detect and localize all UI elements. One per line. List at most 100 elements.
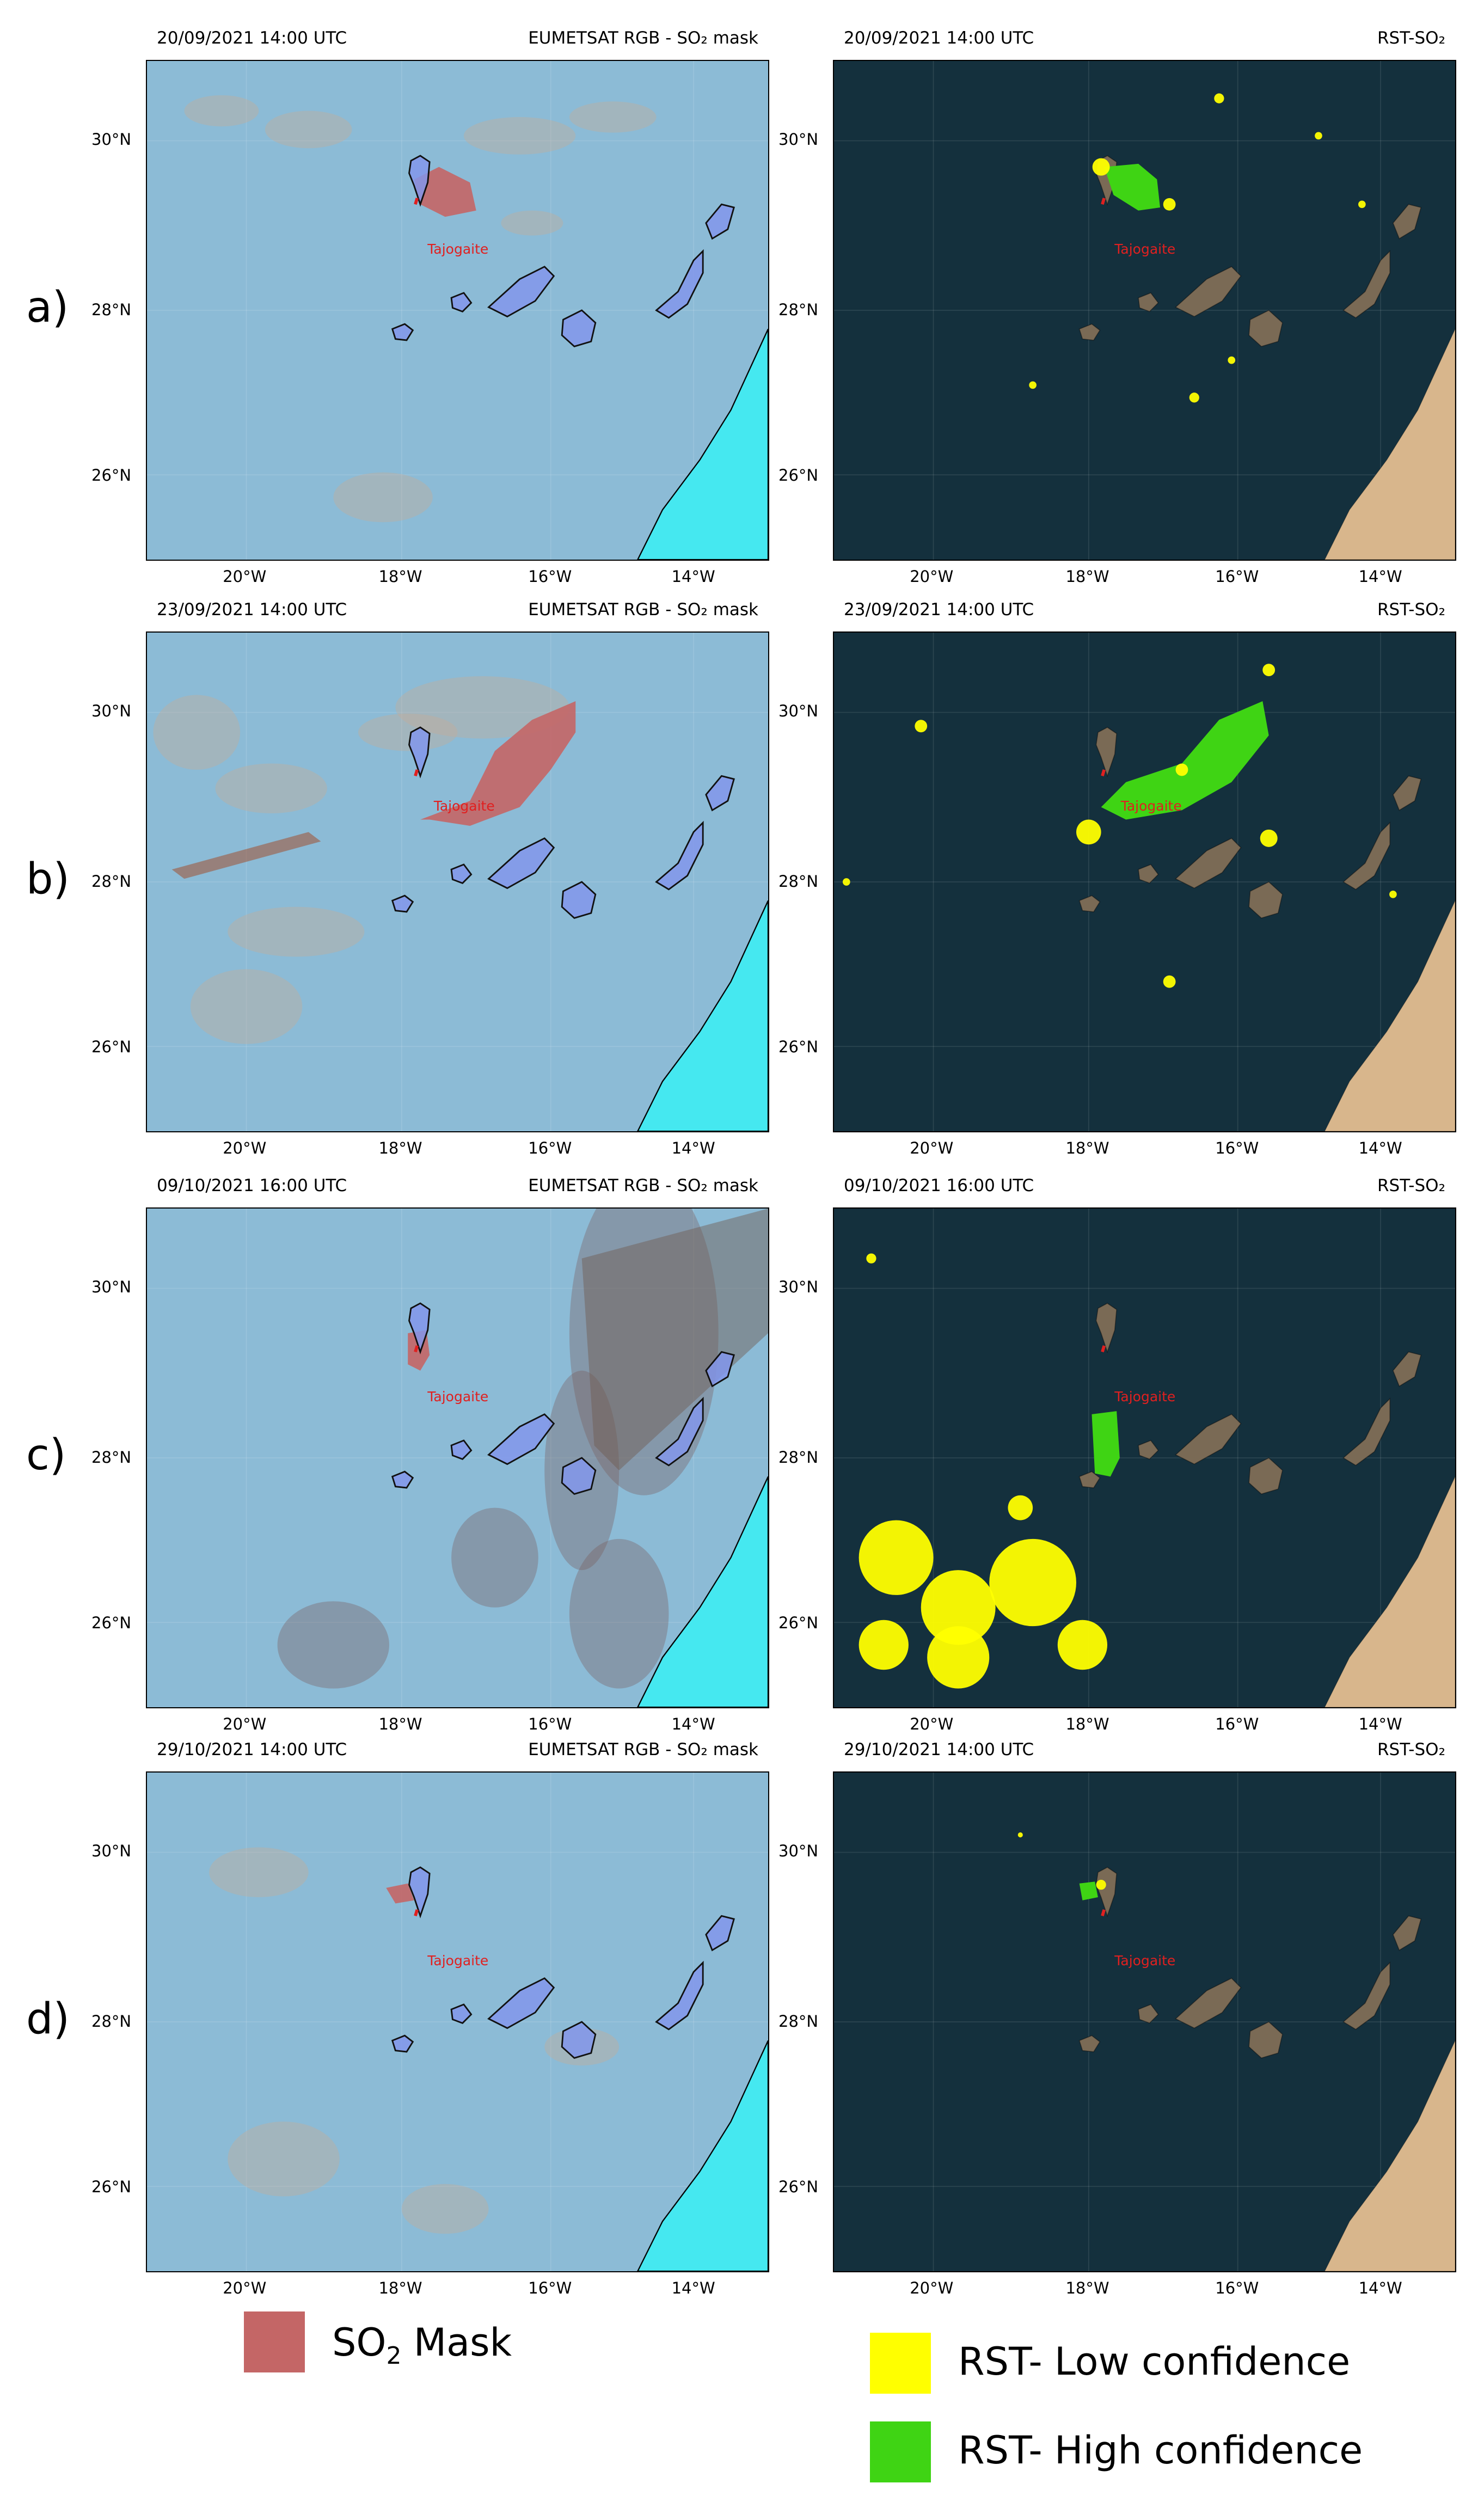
- fuerteventura-outline: [655, 1396, 704, 1467]
- latitude-tick-label: 30°N: [91, 130, 132, 149]
- latitude-tick-label: 30°N: [91, 1842, 132, 1861]
- so2-mask-swatch: [244, 2311, 305, 2372]
- cloud-area: [501, 210, 563, 236]
- tenerife-land: [1175, 837, 1242, 889]
- rst-low-confidence-area: [866, 1253, 876, 1264]
- longitude-tick-label: 16°W: [1215, 1715, 1259, 1733]
- tenerife-land: [1175, 266, 1242, 317]
- cloud-band: [581, 1209, 768, 1470]
- rst-so2-map: Tajogaite: [833, 60, 1456, 561]
- lanzarote-land: [1392, 1915, 1422, 1951]
- longitude-tick-label: 16°W: [528, 1715, 572, 1733]
- longitude-tick-label: 20°W: [223, 1139, 267, 1157]
- longitude-tick-label: 20°W: [910, 1139, 954, 1157]
- la-gomera-outline: [450, 292, 473, 312]
- cloud-area: [569, 1209, 719, 1495]
- latitude-tick-label: 30°N: [778, 1278, 819, 1297]
- fuerteventura-land: [1342, 821, 1391, 890]
- longitude-tick-label: 20°W: [910, 2279, 954, 2297]
- cloud-area: [358, 713, 458, 751]
- longitude-tick-label: 18°W: [378, 1139, 422, 1157]
- longitude-tick-label: 14°W: [671, 2279, 715, 2297]
- gran-canaria-land: [1248, 2021, 1283, 2059]
- latitude-tick-label: 30°N: [91, 702, 132, 721]
- low-confidence-legend-label: RST- Low confidence: [958, 2339, 1351, 2384]
- longitude-tick-label: 18°W: [378, 2279, 422, 2297]
- latitude-tick-label: 26°N: [778, 1613, 819, 1632]
- cloud-area: [265, 111, 352, 149]
- row-label: a): [26, 283, 69, 332]
- latitude-tick-label: 26°N: [91, 1613, 132, 1632]
- gran-canaria-land: [1248, 1457, 1283, 1495]
- longitude-tick-label: 14°W: [671, 567, 715, 586]
- latitude-tick-label: 26°N: [91, 2177, 132, 2196]
- so2-mask-plume: [420, 701, 576, 826]
- rgb-so2-mask-map: Tajogaite: [146, 1771, 769, 2272]
- rst-low-confidence-area: [1017, 1832, 1023, 1838]
- la-palma-outline: [408, 155, 431, 207]
- cloud-area: [153, 695, 241, 770]
- volcano-label: Tajogaite: [427, 241, 489, 257]
- rst-low-confidence-area: [1262, 664, 1275, 677]
- rst-low-confidence-area: [1214, 93, 1224, 103]
- longitude-tick-label: 16°W: [1215, 1139, 1259, 1157]
- lanzarote-land: [1392, 1351, 1422, 1387]
- rst-low-confidence-area: [1096, 1879, 1106, 1890]
- volcano-marker: [414, 1909, 419, 1917]
- rst-low-confidence-area: [989, 1538, 1076, 1627]
- el-hierro-land: [1078, 895, 1101, 912]
- volcano-marker: [1101, 198, 1106, 205]
- el-hierro-land: [1078, 323, 1101, 341]
- rst-high-confidence-area: [1091, 1411, 1120, 1477]
- lanzarote-outline: [705, 1915, 735, 1952]
- longitude-tick-label: 14°W: [671, 1139, 715, 1157]
- latitude-tick-label: 30°N: [778, 1842, 819, 1861]
- gran-canaria-outline: [561, 309, 597, 348]
- latitude-tick-label: 28°N: [91, 1448, 132, 1467]
- so2-mask-legend-label: SO2 Mask: [332, 2320, 512, 2370]
- cloud-area: [209, 1847, 309, 1897]
- panel-title-rst: RST-SO₂: [1377, 28, 1445, 48]
- el-hierro-land: [1078, 2035, 1101, 2052]
- rst-low-confidence-area: [1358, 200, 1366, 209]
- el-hierro-land: [1078, 1471, 1101, 1488]
- longitude-tick-label: 14°W: [1358, 567, 1402, 586]
- rst-low-confidence-area: [1029, 381, 1037, 389]
- cloud-area: [401, 2184, 489, 2234]
- cloud-area: [569, 101, 657, 133]
- volcano-marker: [414, 198, 419, 205]
- cloud-area: [190, 969, 303, 1044]
- longitude-tick-label: 16°W: [528, 1139, 572, 1157]
- rst-low-confidence-area: [1008, 1495, 1033, 1520]
- el-hierro-outline: [391, 2034, 414, 2053]
- timestamp-rst: 29/10/2021 14:00 UTC: [844, 1740, 1034, 1759]
- longitude-tick-label: 14°W: [1358, 1139, 1402, 1157]
- cloud-area: [333, 472, 433, 523]
- cloud-area: [463, 117, 576, 155]
- africa-coast: [637, 900, 768, 1131]
- la-gomera-land: [1138, 863, 1159, 884]
- timestamp-rgb: 09/10/2021 16:00 UTC: [157, 1176, 347, 1195]
- gran-canaria-outline: [561, 1457, 597, 1495]
- longitude-tick-label: 16°W: [1215, 2279, 1259, 2297]
- rst-low-confidence-area: [1175, 763, 1188, 776]
- timestamp-rgb: 29/10/2021 14:00 UTC: [157, 1740, 347, 1759]
- el-hierro-outline: [391, 894, 414, 913]
- tenerife-outline: [487, 837, 555, 890]
- tenerife-outline: [487, 1413, 555, 1466]
- volcano-marker: [414, 1345, 419, 1353]
- row-label: d): [26, 1995, 70, 2044]
- la-gomera-outline: [450, 863, 473, 884]
- volcano-marker: [1101, 769, 1106, 777]
- rst-low-confidence-area: [858, 1620, 909, 1670]
- rgb-so2-mask-map: Tajogaite: [146, 1207, 769, 1708]
- lanzarote-outline: [705, 203, 735, 240]
- longitude-tick-label: 14°W: [1358, 1715, 1402, 1733]
- longitude-tick-label: 18°W: [1065, 1139, 1109, 1157]
- lanzarote-land: [1392, 204, 1422, 240]
- longitude-tick-label: 18°W: [378, 1715, 422, 1733]
- volcano-label: Tajogaite: [1114, 1389, 1176, 1405]
- volcano-label: Tajogaite: [433, 798, 495, 814]
- rst-low-confidence-area: [1163, 975, 1176, 988]
- tenerife-land: [1175, 1413, 1242, 1465]
